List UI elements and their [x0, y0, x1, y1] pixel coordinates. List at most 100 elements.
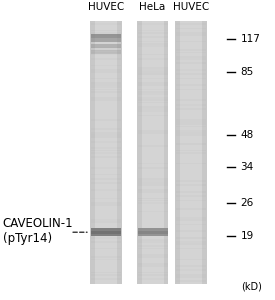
- Bar: [91, 99, 121, 101]
- Bar: [138, 99, 168, 101]
- Bar: [175, 21, 207, 284]
- Text: 26: 26: [241, 198, 254, 208]
- Bar: [91, 259, 121, 260]
- Text: 48: 48: [241, 130, 254, 140]
- Bar: [176, 130, 206, 132]
- Bar: [90, 21, 122, 284]
- Bar: [90, 21, 122, 284]
- Bar: [138, 91, 168, 92]
- Bar: [176, 62, 206, 64]
- Bar: [138, 178, 168, 180]
- Bar: [138, 130, 168, 132]
- Bar: [91, 274, 121, 276]
- Bar: [138, 231, 168, 234]
- Bar: [176, 230, 206, 232]
- Bar: [176, 73, 206, 75]
- Bar: [91, 173, 121, 175]
- Bar: [138, 245, 168, 247]
- Bar: [91, 147, 121, 149]
- Bar: [91, 167, 121, 169]
- Bar: [138, 82, 168, 84]
- Bar: [176, 200, 206, 202]
- Bar: [176, 99, 206, 101]
- Bar: [138, 32, 168, 34]
- Bar: [176, 28, 206, 29]
- Bar: [176, 248, 206, 249]
- Bar: [138, 106, 168, 108]
- Bar: [91, 156, 121, 158]
- Bar: [91, 47, 121, 49]
- Text: (kD): (kD): [241, 282, 262, 292]
- Bar: [176, 143, 206, 145]
- Bar: [176, 265, 206, 267]
- Bar: [91, 119, 121, 121]
- Bar: [138, 43, 168, 45]
- Bar: [91, 182, 121, 184]
- Text: 34: 34: [241, 162, 254, 172]
- Bar: [91, 78, 121, 80]
- Bar: [138, 73, 168, 75]
- Text: 85: 85: [241, 67, 254, 77]
- Bar: [176, 195, 206, 197]
- Bar: [176, 23, 206, 25]
- Bar: [176, 56, 206, 58]
- Bar: [176, 276, 206, 278]
- Bar: [91, 141, 121, 142]
- Bar: [138, 197, 168, 199]
- Bar: [91, 150, 121, 152]
- Bar: [138, 88, 168, 90]
- Bar: [91, 32, 121, 34]
- Bar: [91, 134, 121, 136]
- Bar: [138, 102, 168, 103]
- Bar: [176, 69, 206, 71]
- Bar: [138, 163, 168, 164]
- Bar: [176, 132, 206, 134]
- Bar: [91, 202, 121, 204]
- Bar: [138, 239, 168, 241]
- Bar: [91, 229, 121, 236]
- Bar: [91, 204, 121, 206]
- Bar: [95, 21, 117, 284]
- Bar: [176, 269, 206, 271]
- Bar: [176, 34, 206, 36]
- Bar: [138, 167, 168, 169]
- Bar: [138, 36, 168, 38]
- Bar: [176, 134, 206, 136]
- Bar: [176, 274, 206, 276]
- Bar: [176, 184, 206, 186]
- Bar: [180, 21, 202, 284]
- Bar: [91, 178, 121, 180]
- Bar: [176, 163, 206, 164]
- Text: CAVEOLIN-1: CAVEOLIN-1: [3, 218, 73, 230]
- Text: HeLa: HeLa: [139, 2, 166, 12]
- Bar: [176, 217, 206, 219]
- Bar: [176, 49, 206, 51]
- Bar: [138, 241, 168, 243]
- Bar: [91, 231, 121, 234]
- Bar: [91, 71, 121, 73]
- Bar: [91, 58, 121, 60]
- Bar: [91, 272, 121, 273]
- Bar: [138, 97, 168, 99]
- Text: 117: 117: [241, 34, 260, 44]
- Bar: [138, 69, 168, 71]
- Bar: [91, 278, 121, 280]
- Bar: [138, 45, 168, 47]
- Bar: [138, 211, 168, 212]
- Bar: [138, 132, 168, 134]
- Bar: [176, 58, 206, 60]
- Bar: [138, 78, 168, 80]
- Bar: [176, 152, 206, 154]
- Bar: [138, 67, 168, 68]
- Bar: [91, 91, 121, 92]
- Bar: [176, 88, 206, 90]
- Bar: [91, 88, 121, 90]
- Text: HUVEC: HUVEC: [88, 2, 124, 12]
- Bar: [91, 38, 121, 42]
- Bar: [91, 34, 121, 38]
- Bar: [138, 263, 168, 265]
- Bar: [91, 49, 121, 51]
- Bar: [138, 145, 168, 147]
- Bar: [176, 280, 206, 282]
- Bar: [138, 254, 168, 256]
